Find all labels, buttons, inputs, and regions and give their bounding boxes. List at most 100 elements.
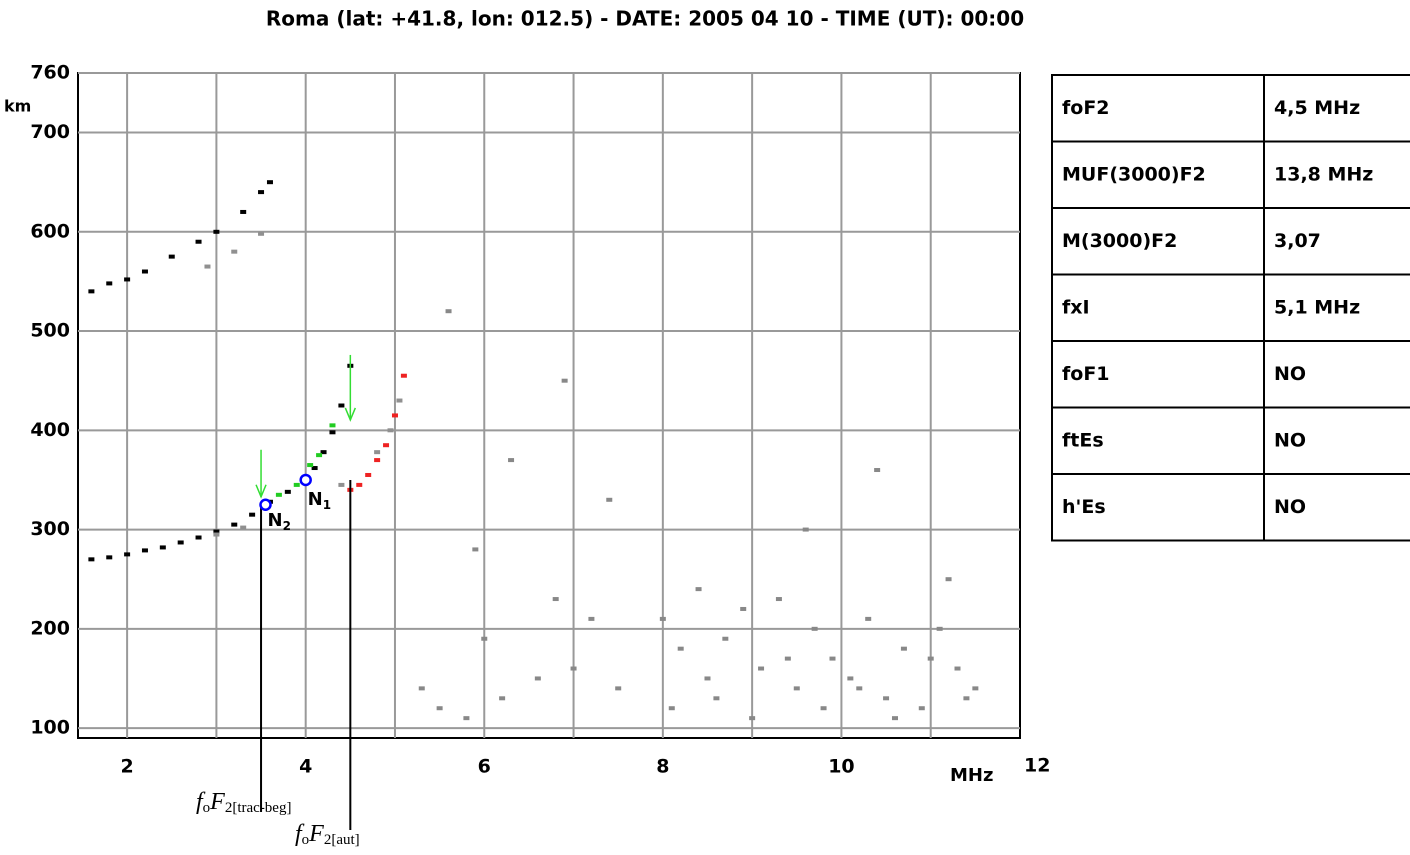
cut-label: foF2[trac-beg] bbox=[196, 789, 291, 817]
echo-point bbox=[812, 627, 818, 631]
echo-point bbox=[535, 676, 541, 680]
param-name: MUF(3000)F2 bbox=[1062, 163, 1206, 185]
y-tick-label: 300 bbox=[30, 518, 70, 540]
echo-point bbox=[553, 597, 559, 601]
echo-point bbox=[329, 423, 335, 427]
echo-point bbox=[178, 540, 184, 544]
echo-point bbox=[383, 443, 389, 447]
marker bbox=[261, 500, 271, 510]
echo-point bbox=[660, 617, 666, 621]
echo-point bbox=[588, 617, 594, 621]
cut-label-part: o bbox=[302, 832, 310, 848]
param-name: M(3000)F2 bbox=[1062, 230, 1177, 252]
echo-point bbox=[106, 281, 112, 285]
echo-point bbox=[356, 483, 362, 487]
echo-point bbox=[213, 533, 219, 537]
echo-point bbox=[785, 657, 791, 661]
echo-point bbox=[396, 399, 402, 403]
param-value: NO bbox=[1274, 363, 1306, 385]
echo-point bbox=[88, 289, 94, 293]
param-value: NO bbox=[1274, 429, 1306, 451]
echo-point bbox=[401, 374, 407, 378]
echo-point bbox=[776, 597, 782, 601]
echo-point bbox=[196, 240, 202, 244]
x-tick-label: 6 bbox=[478, 756, 491, 778]
x-tick-label: 4 bbox=[299, 756, 312, 778]
y-tick-label: 600 bbox=[30, 220, 70, 242]
echo-point bbox=[928, 657, 934, 661]
echo-point bbox=[901, 647, 907, 651]
y-tick-label: 500 bbox=[30, 320, 70, 342]
echo-point bbox=[124, 552, 130, 556]
echo-point bbox=[704, 676, 710, 680]
echo-point bbox=[446, 309, 452, 313]
plot-frame bbox=[78, 73, 1020, 738]
echo-point bbox=[316, 453, 322, 457]
cut-label-part: F bbox=[308, 821, 324, 847]
cut-label-part: F bbox=[209, 789, 225, 815]
y-tick-label: 700 bbox=[30, 121, 70, 143]
echo-point bbox=[615, 686, 621, 690]
y-tick-label: 100 bbox=[30, 717, 70, 739]
echo-point bbox=[829, 657, 835, 661]
echo-point bbox=[204, 265, 210, 269]
echo-point bbox=[758, 667, 764, 671]
echo-point bbox=[821, 706, 827, 710]
echo-point bbox=[508, 458, 514, 462]
y-tick-label: 760 bbox=[30, 62, 70, 84]
echo-point bbox=[472, 547, 478, 551]
echo-point bbox=[963, 696, 969, 700]
echo-point bbox=[142, 548, 148, 552]
echo-point bbox=[919, 706, 925, 710]
echo-point bbox=[892, 716, 898, 720]
echo-point bbox=[338, 404, 344, 408]
ionogram: Roma (lat: +41.8, lon: 012.5) - DATE: 20… bbox=[0, 0, 1410, 855]
marker-sub: 1 bbox=[323, 497, 331, 511]
echo-point bbox=[463, 716, 469, 720]
echo-point bbox=[740, 607, 746, 611]
param-name: fxI bbox=[1062, 296, 1090, 318]
echo-point bbox=[142, 270, 148, 274]
echo-point bbox=[874, 468, 880, 472]
echo-point bbox=[803, 528, 809, 532]
echo-point bbox=[374, 450, 380, 454]
echo-point bbox=[954, 667, 960, 671]
cut-label-part: 2[trac-beg] bbox=[225, 800, 292, 816]
y-unit: km bbox=[4, 97, 31, 116]
echo-point bbox=[258, 232, 264, 236]
chart-title: Roma (lat: +41.8, lon: 012.5) - DATE: 20… bbox=[266, 7, 1024, 31]
echo-point bbox=[696, 587, 702, 591]
echo-point bbox=[285, 490, 291, 494]
param-value: NO bbox=[1274, 496, 1306, 518]
echo-point bbox=[240, 210, 246, 214]
echo-point bbox=[88, 557, 94, 561]
param-name: h'Es bbox=[1062, 496, 1106, 518]
echo-point bbox=[231, 523, 237, 527]
echo-point bbox=[481, 637, 487, 641]
echo-point bbox=[258, 190, 264, 194]
echo-point bbox=[606, 498, 612, 502]
echo-point bbox=[678, 647, 684, 651]
x-tick-label: 8 bbox=[656, 756, 669, 778]
echo-point bbox=[562, 379, 568, 383]
x-unit: MHz bbox=[950, 765, 993, 786]
echo-point bbox=[946, 577, 952, 581]
echo-point bbox=[160, 545, 166, 549]
echo-point bbox=[749, 716, 755, 720]
echo-point bbox=[365, 473, 371, 477]
echo-point bbox=[388, 428, 394, 432]
x-tick-label: 2 bbox=[120, 756, 133, 778]
param-value: 13,8 MHz bbox=[1274, 163, 1373, 185]
y-tick-label: 200 bbox=[30, 617, 70, 639]
cut-label-part: 2[aut] bbox=[324, 832, 360, 848]
param-name: foF1 bbox=[1062, 363, 1110, 385]
marker-sub: 2 bbox=[283, 518, 291, 532]
param-name: foF2 bbox=[1062, 97, 1110, 119]
cut-label-part: o bbox=[203, 800, 211, 816]
echo-point bbox=[865, 617, 871, 621]
echo-point bbox=[722, 637, 728, 641]
echo-point bbox=[124, 277, 130, 281]
echo-point bbox=[240, 526, 246, 530]
marker bbox=[301, 475, 311, 485]
echo-point bbox=[437, 706, 443, 710]
